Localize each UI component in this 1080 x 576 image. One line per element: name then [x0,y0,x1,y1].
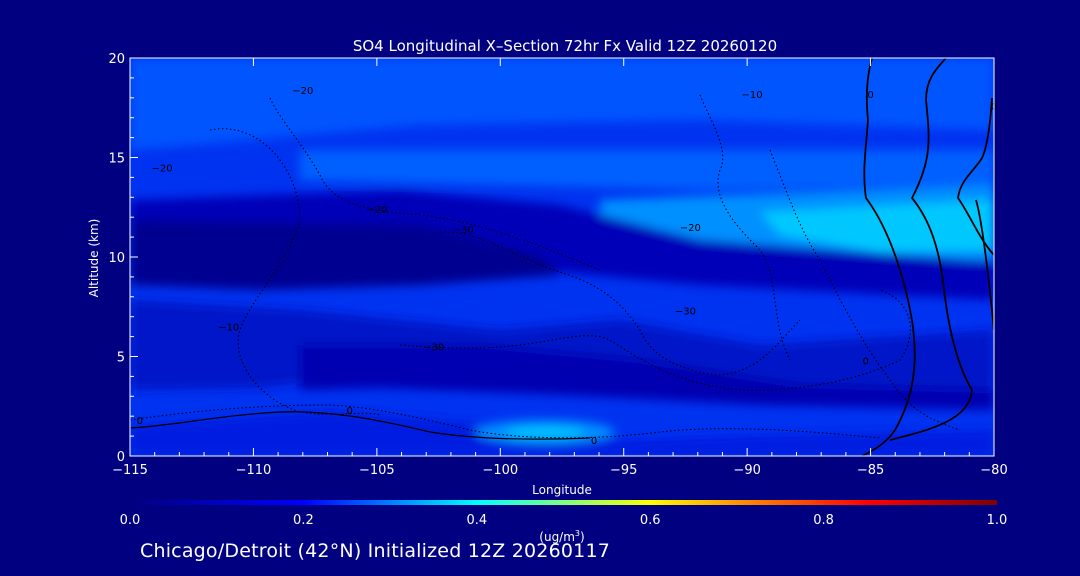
contour-label: −30 [675,307,696,318]
contour-label: −30 [453,225,474,236]
dotted-contour-left-loop [209,128,381,416]
contour-label: −20 [366,205,387,216]
colorbar-tick-label: 0.6 [640,513,661,528]
x-axis-ticks: −115 −110 −105 −100 −95 −90 −85 −80 [112,58,1008,478]
contour-label: 0 [862,356,868,367]
contour-label: −10 [742,90,763,101]
colorbar-tick-label: 0.8 [813,513,834,528]
contour-layer [130,58,994,456]
colorbar-tick-label: 0.2 [293,513,314,528]
contour-label: −30 [423,343,444,354]
dotted-contour-near-surface [130,404,881,439]
contour-label: −20 [680,223,701,234]
shaded-field [130,58,994,456]
shaded-band-jet-core [760,200,994,252]
dotted-contour-right-upper [699,94,791,361]
dotted-contour-trough [399,289,911,391]
x-tick-label: −105 [359,463,395,478]
x-tick-label: −110 [236,463,272,478]
x-axis-label: Longitude [532,483,592,497]
y-tick-label: 20 [108,52,125,67]
shaded-band-upper-dark [130,190,994,300]
x-tick-label: −115 [112,463,148,478]
colorbar-ticks: 0.0 0.2 0.4 0.6 0.8 1.0 [120,513,1008,528]
dotted-contour-mid-loop [439,231,801,376]
chart-title: SO4 Longitudinal X–Section 72hr Fx Valid… [353,37,777,55]
solid-isentrope-1 [861,58,916,456]
y-tick-label: 0 [117,450,125,465]
solid-isentrope-3 [957,97,994,256]
x-tick-label: −80 [980,463,1007,478]
contour-label: −10 [218,323,239,334]
bottom-title: Chicago/Detroit (42°N) Initialized 12Z 2… [140,540,611,562]
dotted-contour-upper-left [269,97,601,271]
shaded-band-low-dark [300,345,994,410]
y-tick-label: 10 [108,251,125,266]
y-axis-label: Altitude (km) [87,219,101,298]
solid-isentrope-4 [975,199,994,331]
dotted-contour-right-lower [769,149,961,431]
x-tick-label: −85 [857,463,884,478]
shaded-band-upper-light [130,58,994,150]
solid-contour-zero-surface [130,411,591,440]
y-tick-label: 15 [108,152,125,167]
colorbar-unit-label: (ug/m3) [539,529,584,544]
x-tick-label: −100 [482,463,518,478]
shaded-band-core-dark [130,220,560,290]
shaded-band-strato-light [300,150,994,190]
contour-label: −20 [292,86,313,97]
x-tick-label: −95 [610,463,637,478]
contour-label: −20 [152,163,173,174]
x-tick-label: −90 [733,463,760,478]
colorbar-tick-label: 0.0 [120,513,141,528]
colorbar-tick-label: 0.4 [466,513,487,528]
y-axis-ticks: 0 5 10 15 20 [108,52,138,465]
contour-label: 0 [137,416,143,427]
y-tick-label: 5 [117,351,125,366]
contour-label: 0 [347,406,353,417]
solid-isentrope-2 [889,58,973,441]
colorbar [130,500,997,505]
contour-label: 0 [591,436,597,447]
colorbar-tick-label: 1.0 [987,513,1008,528]
shaded-surface-plume-core [505,426,585,438]
contour-label: 0 [867,90,873,101]
